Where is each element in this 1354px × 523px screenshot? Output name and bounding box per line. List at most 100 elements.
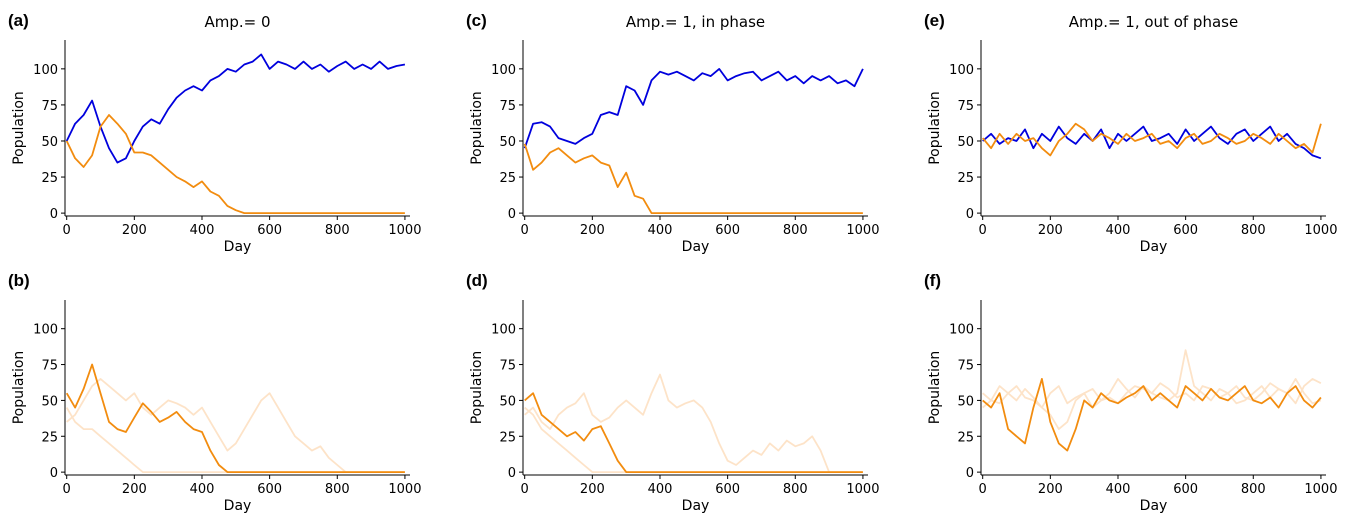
y-tick-label: 75 bbox=[499, 99, 516, 114]
series-line bbox=[65, 53, 406, 164]
x-tick-label: 200 bbox=[1038, 223, 1063, 238]
series-line bbox=[524, 373, 863, 473]
series-line bbox=[65, 407, 405, 473]
y-tick-label: 0 bbox=[966, 207, 974, 222]
x-tick-label: 0 bbox=[979, 482, 987, 497]
x-tick-label: 800 bbox=[783, 482, 808, 497]
y-tick-label: 50 bbox=[499, 135, 516, 150]
series-line bbox=[523, 68, 864, 149]
y-axis-label: Population bbox=[927, 91, 943, 165]
x-tick-label: 1000 bbox=[388, 223, 421, 238]
y-tick-label: 50 bbox=[499, 394, 516, 409]
y-tick-label: 50 bbox=[957, 135, 974, 150]
x-axis-label: Day bbox=[224, 239, 252, 255]
x-tick-label: 600 bbox=[715, 482, 740, 497]
y-tick-label: 25 bbox=[499, 430, 516, 445]
series-line bbox=[524, 392, 863, 473]
y-tick-label: 75 bbox=[41, 359, 58, 374]
x-tick-label: 400 bbox=[190, 482, 215, 497]
y-tick-label: 100 bbox=[33, 323, 58, 338]
x-tick-label: 0 bbox=[521, 223, 529, 238]
y-axis-label: Population bbox=[927, 351, 943, 425]
panel-label: (b) bbox=[8, 271, 30, 290]
y-tick-label: 25 bbox=[957, 430, 974, 445]
y-tick-label: 75 bbox=[957, 99, 974, 114]
y-tick-label: 75 bbox=[41, 99, 58, 114]
panel: (c) Amp.= 1, in phase 0 25 50 75 1000 200 400 600… bbox=[466, 11, 879, 255]
x-tick-label: 1000 bbox=[1304, 223, 1337, 238]
x-axis-label: Day bbox=[682, 239, 710, 255]
y-tick-label: 75 bbox=[957, 359, 974, 374]
x-tick-label: 200 bbox=[580, 223, 605, 238]
x-tick-label: 600 bbox=[257, 223, 282, 238]
x-axis-label: Day bbox=[1140, 239, 1168, 255]
x-axis-label: Day bbox=[224, 498, 252, 514]
series-line bbox=[66, 378, 405, 473]
y-tick-label: 100 bbox=[949, 323, 974, 338]
x-tick-label: 600 bbox=[715, 223, 740, 238]
x-tick-label: 1000 bbox=[846, 223, 879, 238]
y-tick-label: 75 bbox=[499, 359, 516, 374]
panel-label: (c) bbox=[466, 11, 487, 30]
series-line bbox=[982, 378, 1322, 452]
x-tick-label: 400 bbox=[1106, 223, 1131, 238]
x-tick-label: 1000 bbox=[1304, 482, 1337, 497]
y-axis-label: Population bbox=[469, 91, 485, 165]
panel-label: (d) bbox=[466, 271, 488, 290]
x-tick-label: 600 bbox=[257, 482, 282, 497]
x-tick-label: 400 bbox=[190, 223, 215, 238]
x-tick-label: 600 bbox=[1173, 482, 1198, 497]
panel-title: Amp.= 1, out of phase bbox=[1069, 13, 1238, 31]
x-tick-label: 200 bbox=[1038, 482, 1063, 497]
series-line bbox=[523, 143, 863, 214]
x-tick-label: 400 bbox=[648, 223, 673, 238]
y-tick-label: 50 bbox=[41, 394, 58, 409]
x-tick-label: 800 bbox=[325, 482, 350, 497]
series-line bbox=[982, 125, 1322, 160]
y-tick-label: 50 bbox=[41, 135, 58, 150]
x-tick-label: 200 bbox=[122, 482, 147, 497]
x-tick-label: 200 bbox=[580, 482, 605, 497]
panel-label: (e) bbox=[924, 11, 945, 30]
x-tick-label: 1000 bbox=[846, 482, 879, 497]
panel-label: (f) bbox=[924, 271, 941, 290]
x-tick-label: 0 bbox=[979, 223, 987, 238]
panel-title: Amp.= 1, in phase bbox=[626, 13, 765, 31]
y-tick-label: 25 bbox=[41, 171, 58, 186]
x-tick-label: 200 bbox=[122, 223, 147, 238]
series-line bbox=[65, 363, 405, 473]
y-tick-label: 25 bbox=[41, 430, 58, 445]
series-line bbox=[65, 114, 405, 214]
x-tick-label: 1000 bbox=[388, 482, 421, 497]
x-tick-label: 800 bbox=[783, 223, 808, 238]
series-line bbox=[982, 349, 1322, 430]
x-tick-label: 0 bbox=[63, 223, 71, 238]
x-tick-label: 400 bbox=[648, 482, 673, 497]
x-tick-label: 600 bbox=[1173, 223, 1198, 238]
y-tick-label: 0 bbox=[50, 466, 58, 481]
y-tick-label: 100 bbox=[491, 323, 516, 338]
y-tick-label: 0 bbox=[966, 466, 974, 481]
x-axis-label: Day bbox=[682, 498, 710, 514]
y-tick-label: 25 bbox=[957, 171, 974, 186]
y-tick-label: 0 bbox=[50, 207, 58, 222]
panel-label: (a) bbox=[8, 11, 29, 30]
series-line bbox=[524, 406, 863, 473]
y-tick-label: 100 bbox=[491, 63, 516, 78]
x-axis-label: Day bbox=[1140, 498, 1168, 514]
panel-title: Amp.= 0 bbox=[204, 13, 270, 31]
series-line bbox=[982, 122, 1322, 157]
y-tick-label: 100 bbox=[949, 63, 974, 78]
y-axis-label: Population bbox=[11, 91, 27, 165]
y-tick-label: 25 bbox=[499, 171, 516, 186]
x-tick-label: 800 bbox=[1241, 482, 1266, 497]
y-axis-label: Population bbox=[11, 351, 27, 425]
x-tick-label: 800 bbox=[1241, 223, 1266, 238]
